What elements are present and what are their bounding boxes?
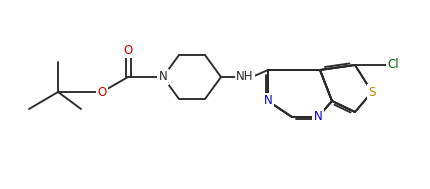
Text: S: S: [369, 85, 376, 98]
Text: NH: NH: [236, 70, 254, 84]
Text: O: O: [97, 85, 107, 98]
Text: N: N: [159, 70, 167, 84]
Text: Cl: Cl: [387, 59, 399, 71]
Text: N: N: [264, 94, 272, 108]
Text: O: O: [123, 43, 132, 57]
Text: N: N: [313, 111, 322, 123]
